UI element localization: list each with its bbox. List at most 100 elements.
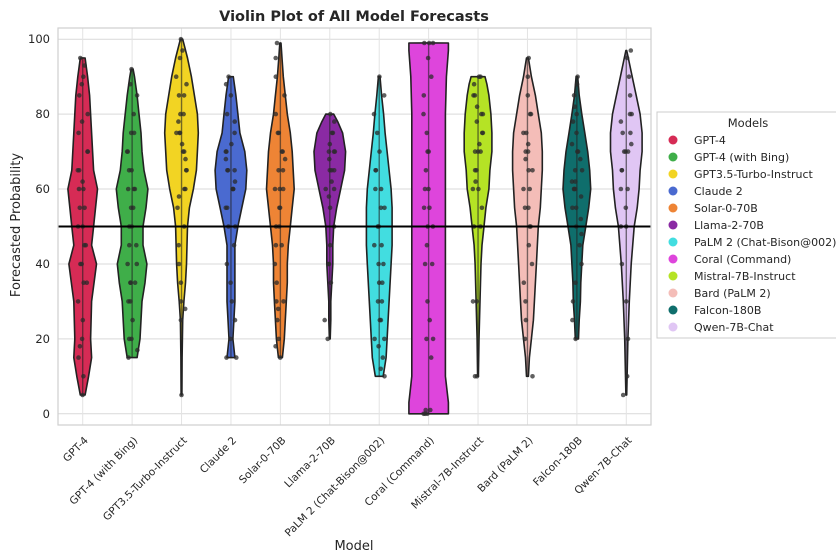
data-point [126, 336, 132, 342]
legend-entry: GPT3.5-Turbo-Instruct [694, 168, 814, 181]
data-point [422, 40, 427, 46]
legend-entry: PaLM 2 (Chat-Bison@002) [694, 236, 836, 249]
data-point [626, 74, 632, 79]
data-point [224, 205, 230, 211]
data-point [281, 299, 286, 304]
data-point [323, 186, 329, 192]
data-point [80, 392, 85, 398]
data-point [327, 205, 333, 211]
legend-marker [668, 135, 678, 145]
data-point [381, 93, 387, 98]
data-point [470, 186, 476, 192]
data-point [429, 261, 435, 267]
data-point [280, 186, 286, 192]
data-point [473, 179, 478, 184]
data-point [276, 168, 281, 173]
data-point [79, 81, 85, 87]
data-point [570, 317, 575, 323]
data-point [85, 111, 90, 117]
data-point [429, 74, 434, 79]
data-point [276, 130, 282, 136]
data-point [183, 186, 188, 192]
data-point [471, 81, 477, 87]
legend-entry: Falcon-180B [694, 304, 761, 317]
data-point [424, 242, 430, 248]
data-point [428, 355, 434, 360]
legend-entry: GPT-4 [694, 134, 726, 147]
data-point [628, 130, 633, 136]
data-point [470, 299, 476, 304]
data-point [625, 149, 631, 154]
data-point [82, 63, 87, 68]
data-point [229, 299, 235, 304]
data-point [77, 344, 83, 349]
data-point [78, 55, 83, 61]
data-point [128, 205, 134, 211]
legend-entry: Bard (PaLM 2) [694, 287, 771, 300]
data-point [625, 186, 630, 192]
data-point [472, 93, 478, 98]
data-point [326, 194, 332, 199]
data-point [275, 306, 281, 312]
data-point [375, 299, 381, 304]
data-point [135, 347, 140, 353]
data-point [378, 205, 384, 211]
data-point [378, 186, 384, 192]
data-point [523, 317, 529, 323]
data-point [325, 336, 331, 342]
data-point [274, 40, 280, 46]
data-point [81, 280, 86, 286]
data-point [82, 205, 87, 211]
y-tick-label: 20 [35, 332, 50, 346]
data-point [426, 149, 432, 154]
data-point [177, 55, 183, 61]
data-point [526, 205, 531, 211]
data-point [578, 216, 584, 222]
data-point [184, 81, 189, 87]
legend-marker [668, 237, 678, 247]
data-point [77, 93, 82, 98]
data-point [430, 40, 436, 46]
data-point [131, 130, 137, 136]
y-tick-label: 40 [35, 257, 50, 271]
data-point [274, 299, 279, 304]
data-point [527, 111, 533, 117]
data-point [374, 130, 380, 136]
data-point [178, 299, 184, 304]
data-point [178, 36, 184, 42]
data-point [81, 186, 86, 192]
data-point [230, 186, 235, 192]
data-point [329, 168, 335, 173]
data-point [81, 74, 86, 79]
data-point [624, 374, 630, 379]
data-point [273, 55, 279, 61]
data-point [224, 261, 230, 267]
data-point [373, 168, 379, 173]
data-point [274, 280, 280, 286]
data-point [181, 111, 186, 117]
plot-frame [57, 27, 652, 426]
data-point [422, 261, 428, 267]
data-point [579, 231, 584, 237]
legend-entry: Mistral-7B-Instruct [694, 270, 796, 283]
data-point [82, 242, 87, 248]
data-point [223, 81, 229, 87]
data-point [124, 149, 130, 154]
data-point [373, 186, 378, 192]
data-point [525, 74, 531, 79]
data-point [427, 317, 433, 323]
y-tick-label: 60 [35, 182, 50, 196]
data-point [81, 374, 86, 379]
data-point [618, 119, 624, 124]
data-point [179, 141, 185, 147]
data-point [479, 205, 485, 211]
data-point [275, 317, 280, 323]
data-point [234, 355, 239, 360]
data-point [381, 261, 386, 267]
data-point [526, 242, 532, 248]
data-point [382, 374, 387, 379]
data-point [78, 261, 83, 267]
data-point [372, 242, 377, 248]
